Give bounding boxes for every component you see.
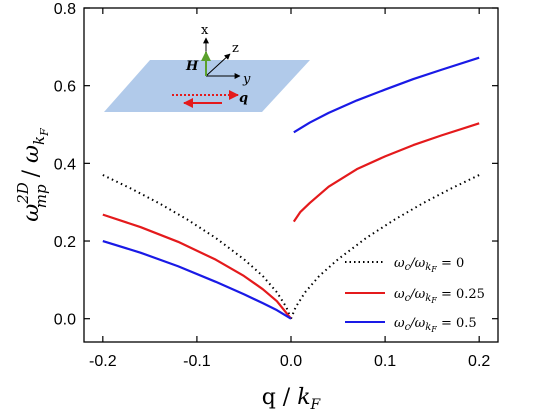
y-axis-slash: / (19, 163, 44, 184)
y-tick-label: 0.2 (54, 234, 76, 251)
x-axis-title-sub: F (310, 397, 322, 413)
axis-ticks: -0.2 -0.1 0.0 0.1 0.2 0.0 0.2 0.4 0.6 0.8 (54, 1, 498, 370)
legend-label-0: ωc/ωkF = 0 (394, 256, 464, 274)
y-tick-label: 0.0 (54, 312, 76, 329)
inset-schematic: x z y H q (104, 23, 310, 112)
y-tick-label: 0.6 (54, 79, 76, 96)
series-2-segment-0 (102, 239, 292, 320)
y-tick-label: 0.8 (54, 1, 76, 18)
y-axis-title: ω2Dmp / ωkF (14, 128, 51, 222)
series-1-segment-0 (102, 213, 292, 320)
series-0-segment-1 (290, 174, 480, 320)
legend: ωc/ωkF = 0 ωc/ωkF = 0.25 ωc/ωkF = 0.5 (345, 256, 485, 334)
legend-label-1: ωc/ωkF = 0.25 (394, 287, 485, 305)
x-tick-label: -0.2 (89, 353, 117, 370)
y-axis-den-omega: ω (19, 145, 44, 163)
series-layer (102, 56, 480, 320)
x-tick-label: 0.1 (374, 353, 396, 370)
inset-y-label: y (242, 72, 251, 87)
legend-entry-2: ωc/ωkF = 0.5 (345, 316, 477, 334)
inset-x-label: x (201, 23, 209, 38)
x-axis-title-main: q / (262, 385, 297, 410)
y-axis-den-k: k (30, 136, 48, 145)
legend-label-2: ωc/ωkF = 0.5 (394, 316, 477, 334)
y-axis-sup: 2D (14, 182, 32, 205)
y-tick-label: 0.4 (54, 156, 76, 173)
x-axis-title-k: k (297, 385, 310, 410)
legend-entry-1: ωc/ωkF = 0.25 (345, 287, 485, 305)
inset-wave-label: q (239, 91, 248, 106)
inset-z-label: z (232, 41, 239, 56)
legend-entry-0: ωc/ωkF = 0 (345, 256, 464, 274)
inset-field-label: H (185, 59, 199, 74)
inset-z-axis-arrow (205, 53, 231, 77)
series-0-segment-0 (102, 174, 292, 320)
x-tick-label: 0.2 (468, 353, 490, 370)
x-axis-title: q / kF (262, 385, 322, 413)
series-1-segment-1 (292, 122, 480, 223)
y-axis-den-f: F (38, 128, 51, 137)
x-tick-label: -0.1 (183, 353, 211, 370)
y-axis-omega: ω (19, 204, 44, 222)
x-tick-label: 0.0 (280, 353, 302, 370)
inset-plane (104, 60, 310, 112)
series-2-segment-1 (293, 56, 480, 134)
y-axis-sub: mp (32, 184, 50, 208)
